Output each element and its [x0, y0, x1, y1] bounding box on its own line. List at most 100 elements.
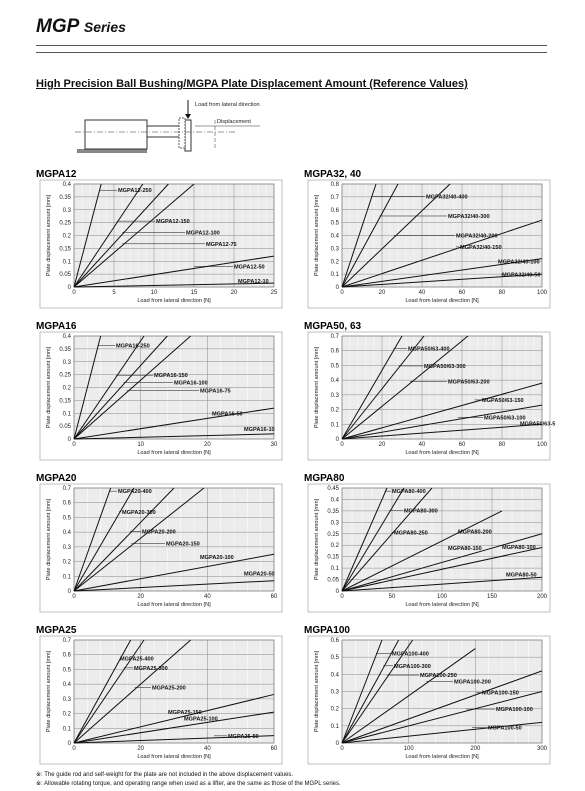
- series-line: [73, 335, 102, 440]
- series-label: MGPA100-150: [482, 691, 519, 697]
- y-tick-label: 0.4: [63, 182, 72, 188]
- series-label: MGPA50/63-100: [484, 415, 526, 421]
- y-tick-label: 0.1: [63, 411, 72, 417]
- series-title: MGP Series: [36, 16, 126, 37]
- y-tick-label: 0.5: [331, 221, 340, 227]
- y-tick-label: 0.5: [63, 515, 72, 521]
- chart-title: MGPA25: [36, 625, 77, 636]
- series-line: [341, 404, 543, 440]
- y-axis-label: Plate displacement amount [mm]: [46, 650, 52, 732]
- x-tick-label: 100: [537, 290, 548, 296]
- series-label: MGPA12-100: [186, 230, 220, 236]
- y-tick-label: 0.2: [331, 408, 340, 414]
- series-label: MGPA50/63-300: [424, 364, 466, 370]
- series-line: [341, 335, 403, 440]
- y-tick-label: 0.4: [63, 334, 72, 340]
- series-line: [73, 335, 145, 440]
- x-tick-label: 0: [340, 746, 344, 752]
- footnote-2: ※: Allowable rotating torque, and operat…: [36, 780, 341, 787]
- x-tick-label: 150: [487, 594, 498, 600]
- series-label: MGPA32/40-100: [498, 259, 540, 265]
- x-axis-label: Load from lateral direction [N]: [405, 602, 479, 608]
- chart-0: MGPA12 0 5 10 15 20 25 0 0.05 0.1 0.15 0.2 0.25 0.3 0.…: [36, 169, 283, 309]
- series-label: MGPA50/63-200: [448, 379, 490, 385]
- y-tick-label: 0: [336, 589, 340, 595]
- y-tick-label: 0.1: [63, 259, 72, 265]
- chart-7: MGPA100 0 100 200 300 0 0.1 0.2 0.3 0.4 0.5 0.6 Load…: [304, 625, 551, 765]
- x-tick-label: 30: [271, 442, 278, 448]
- x-tick-label: 0: [72, 290, 76, 296]
- y-tick-label: 0.6: [331, 208, 340, 214]
- series-label: MGPA16-100: [174, 380, 208, 386]
- x-axis-label: Load from lateral direction [N]: [137, 754, 211, 760]
- y-tick-label: 0.4: [331, 672, 340, 678]
- series-label: MGPA32/40-50: [502, 273, 540, 279]
- chart-2: MGPA16 0 10 20 30 0 0.05 0.1 0.15 0.2 0.25 0.3 0.35 0…: [36, 321, 283, 461]
- y-tick-label: 0.05: [327, 578, 339, 584]
- y-tick-label: 0.5: [331, 363, 340, 369]
- x-tick-label: 10: [137, 442, 144, 448]
- y-tick-label: 0.2: [331, 707, 340, 713]
- y-tick-label: 0.5: [331, 655, 340, 661]
- chart-6: MGPA25 0 20 40 60 0 0.1 0.2 0.3 0.4 0.5 0.6 0.7 Load …: [36, 625, 283, 765]
- series-line: [73, 639, 145, 744]
- x-tick-label: 60: [459, 442, 466, 448]
- diagram-plate: [184, 119, 192, 152]
- x-tick-label: 200: [537, 594, 548, 600]
- y-tick-label: 0.1: [331, 724, 340, 730]
- y-tick-label: 0.6: [331, 349, 340, 355]
- series-label: MGPA100-200: [454, 679, 491, 685]
- chart-title: MGPA32, 40: [304, 169, 361, 180]
- series-line: [73, 282, 275, 288]
- x-tick-label: 0: [340, 290, 344, 296]
- series-line: [73, 183, 144, 288]
- series-label: MGPA32/40-400: [426, 194, 468, 200]
- x-tick-label: 25: [271, 290, 278, 296]
- series-label: MGPA16-150: [154, 373, 188, 379]
- y-tick-label: 0.3: [331, 246, 340, 252]
- series-line: [341, 183, 377, 288]
- diagram-body: [84, 119, 148, 150]
- series-label: MGPA16-250: [116, 343, 150, 349]
- header-rule-2: [36, 52, 547, 53]
- x-tick-label: 0: [340, 594, 344, 600]
- x-tick-label: 5: [112, 290, 116, 296]
- y-tick-label: 0.45: [327, 486, 339, 492]
- y-tick-label: 0.2: [63, 712, 72, 718]
- x-tick-label: 100: [537, 442, 548, 448]
- y-tick-label: 0.35: [59, 347, 71, 353]
- x-tick-label: 40: [204, 594, 211, 600]
- y-tick-label: 0.2: [63, 560, 72, 566]
- y-tick-label: 0.6: [331, 638, 340, 644]
- series-line: [341, 639, 383, 744]
- series-line: [341, 423, 543, 440]
- y-axis-label: Plate displacement amount [mm]: [46, 498, 52, 580]
- y-tick-label: 0.5: [63, 667, 72, 673]
- series-line: [73, 183, 102, 288]
- series-line: [341, 335, 469, 440]
- series-line: [341, 273, 543, 288]
- y-tick-label: 0.7: [63, 486, 72, 492]
- series-line: [341, 691, 543, 744]
- y-axis-label: Plate displacement amount [mm]: [314, 346, 320, 428]
- x-tick-label: 200: [470, 746, 481, 752]
- chart-3: MGPA50, 63 0 20 40 60 80 100 0 0.1 0.2 0.3 0.4 0.5 0.…: [304, 321, 555, 461]
- x-tick-label: 60: [459, 290, 466, 296]
- x-tick-label: 80: [499, 290, 506, 296]
- series-line: [73, 580, 275, 592]
- series-label: MGPA16-10: [244, 427, 275, 433]
- y-axis-label: Plate displacement amount [mm]: [46, 194, 52, 276]
- footnote-1: ※: The guide rod and self-weight for the…: [36, 772, 294, 778]
- chart-title: MGPA16: [36, 321, 77, 332]
- x-tick-label: 100: [437, 594, 448, 600]
- y-tick-label: 0: [336, 437, 340, 443]
- chart-5: MGPA80 0 50 100 150 200 0 0.05 0.1 0.15 0.2 0.25 0.3…: [304, 473, 551, 613]
- series-label: MGPA25-150: [168, 710, 202, 716]
- y-tick-label: 0.7: [331, 195, 340, 201]
- y-tick-label: 0.4: [63, 682, 72, 688]
- x-tick-label: 40: [419, 290, 426, 296]
- series-line: [73, 487, 175, 592]
- header-rule: [36, 45, 547, 46]
- x-axis-label: Load from lateral direction [N]: [137, 602, 211, 608]
- series-line: [73, 183, 169, 288]
